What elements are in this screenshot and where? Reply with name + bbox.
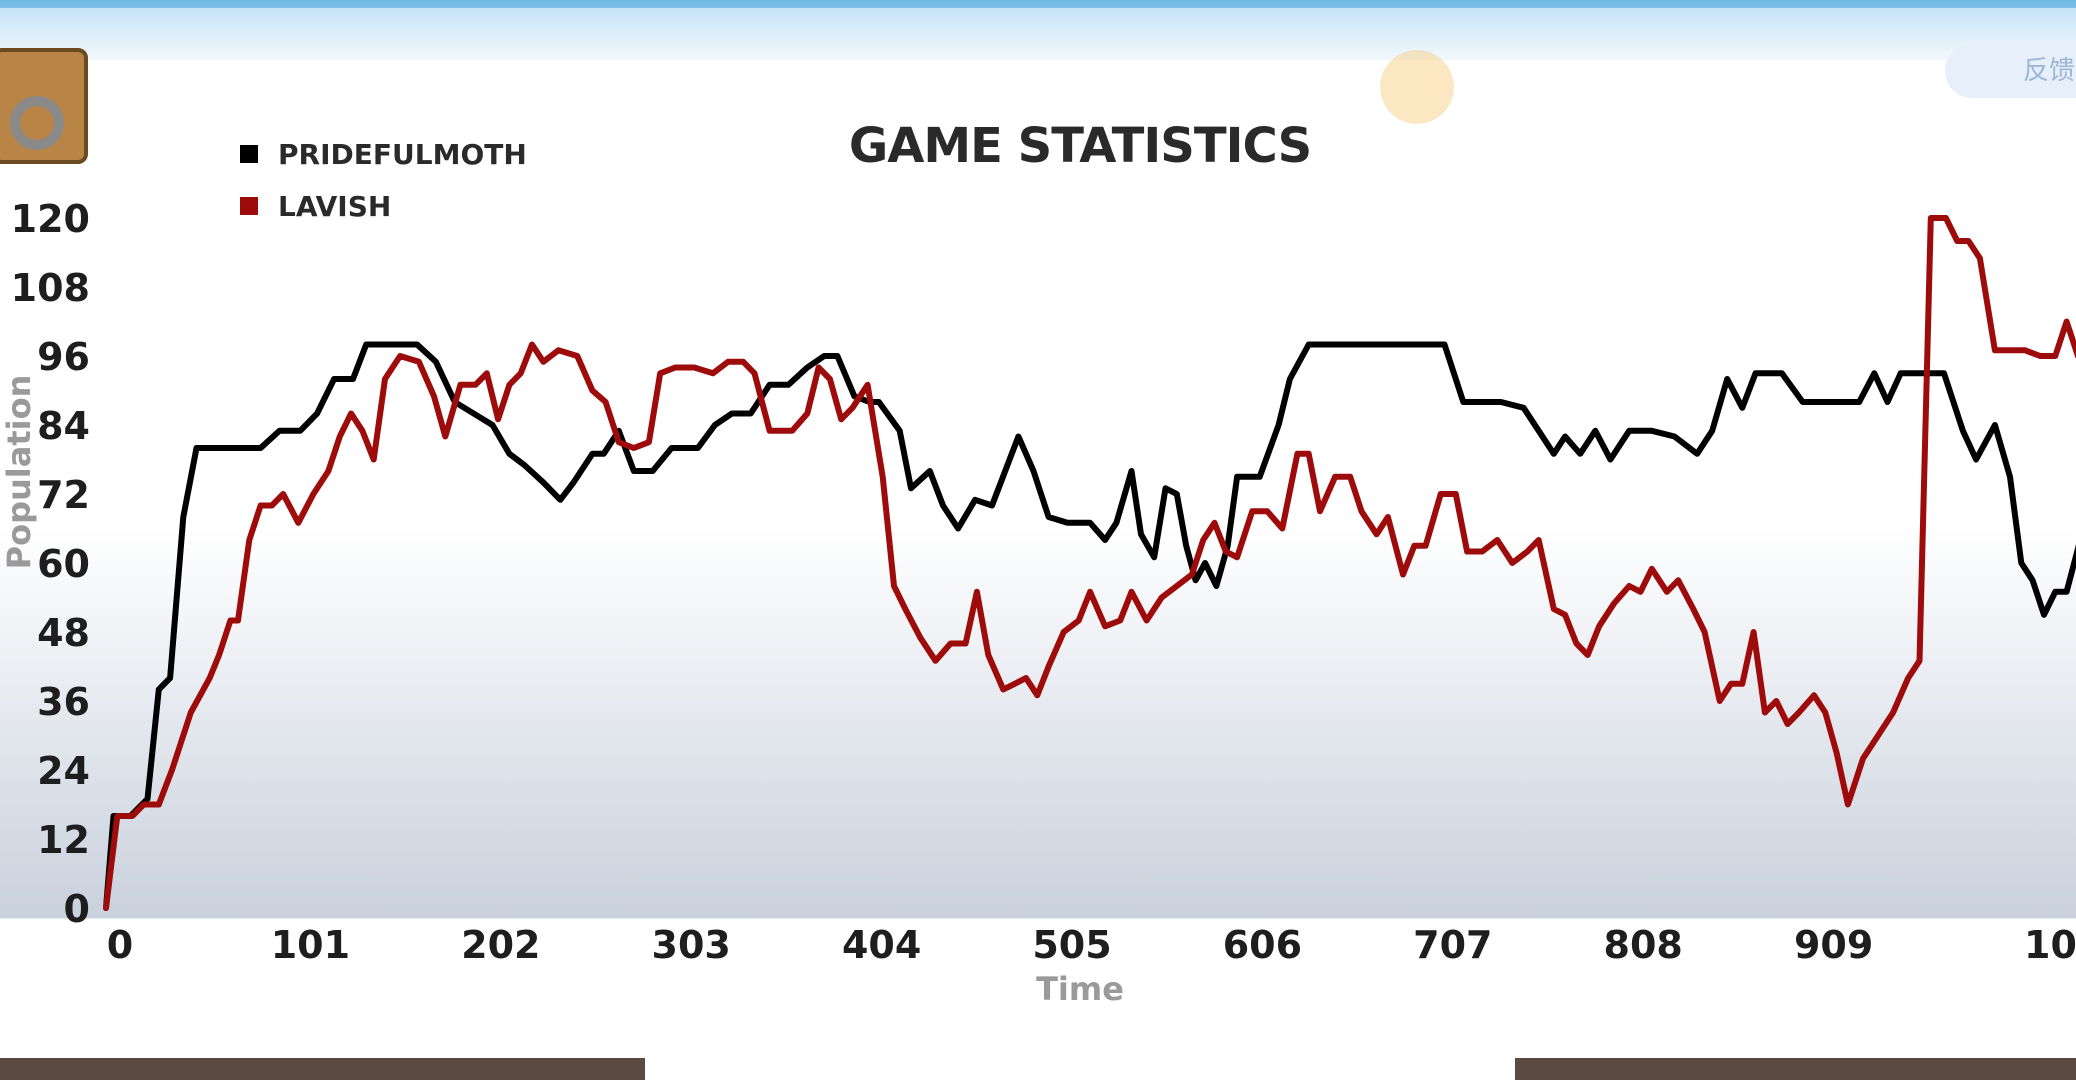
legend-swatch-series-1 bbox=[240, 197, 258, 215]
x-tick-label-3: 303 bbox=[652, 923, 731, 967]
legend-label-series-1: LAVISH bbox=[278, 189, 392, 223]
y-tick-label-9: 108 bbox=[11, 266, 90, 310]
game-scene-bottom bbox=[0, 1058, 2076, 1080]
x-tick-label-6: 606 bbox=[1223, 923, 1302, 967]
feedback-button[interactable]: 反馈 bbox=[1945, 44, 2076, 98]
y-tick-label-3: 36 bbox=[37, 680, 90, 724]
x-tick-label-4: 404 bbox=[842, 923, 921, 967]
y-axis-label: Population bbox=[0, 375, 38, 570]
y-tick-label-1: 12 bbox=[37, 818, 90, 862]
x-tick-label-9: 909 bbox=[1794, 923, 1873, 967]
legend-label-series-0: PRIDEFULMOTH bbox=[278, 137, 527, 171]
statistics-panel bbox=[0, 8, 2076, 1058]
y-tick-label-0: 0 bbox=[64, 887, 90, 931]
y-tick-label-2: 24 bbox=[37, 749, 90, 793]
legend-swatch-series-0 bbox=[240, 145, 258, 163]
y-tick-label-5: 60 bbox=[37, 542, 90, 586]
y-tick-label-10: 120 bbox=[11, 197, 90, 241]
series-line-1 bbox=[103, 215, 2076, 911]
legend-item-series-1: LAVISH bbox=[240, 180, 527, 232]
stats-icon[interactable] bbox=[1380, 50, 1454, 124]
x-axis-label: Time bbox=[1036, 970, 1124, 1008]
x-tick-label-5: 505 bbox=[1032, 923, 1111, 967]
x-tick-label-8: 808 bbox=[1604, 923, 1683, 967]
series-line-0 bbox=[103, 341, 2076, 911]
x-tick-label-1: 101 bbox=[271, 923, 350, 967]
scene-light-strip bbox=[645, 1058, 1515, 1080]
x-tick-label-10: 10 bbox=[2024, 923, 2076, 967]
legend-item-series-0: PRIDEFULMOTH bbox=[240, 128, 527, 180]
series-lines bbox=[103, 215, 2076, 911]
treasure-chest-icon[interactable] bbox=[0, 48, 88, 164]
chart-title: GAME STATISTICS bbox=[848, 118, 1312, 174]
y-tick-label-4: 48 bbox=[37, 611, 90, 655]
chart-legend: PRIDEFULMOTH LAVISH bbox=[240, 128, 527, 232]
x-axis-ticks: 0 101 202 303 404 505 606 707 808 909 10 bbox=[107, 923, 2076, 967]
y-tick-label-7: 84 bbox=[37, 404, 90, 448]
y-tick-label-8: 96 bbox=[37, 335, 90, 379]
x-tick-label-0: 0 bbox=[107, 923, 133, 967]
x-tick-label-2: 202 bbox=[461, 923, 540, 967]
y-tick-label-6: 72 bbox=[37, 473, 90, 517]
y-axis-ticks: 0 12 24 36 48 60 72 84 96 108 120 bbox=[11, 197, 90, 931]
x-tick-label-7: 707 bbox=[1413, 923, 1492, 967]
